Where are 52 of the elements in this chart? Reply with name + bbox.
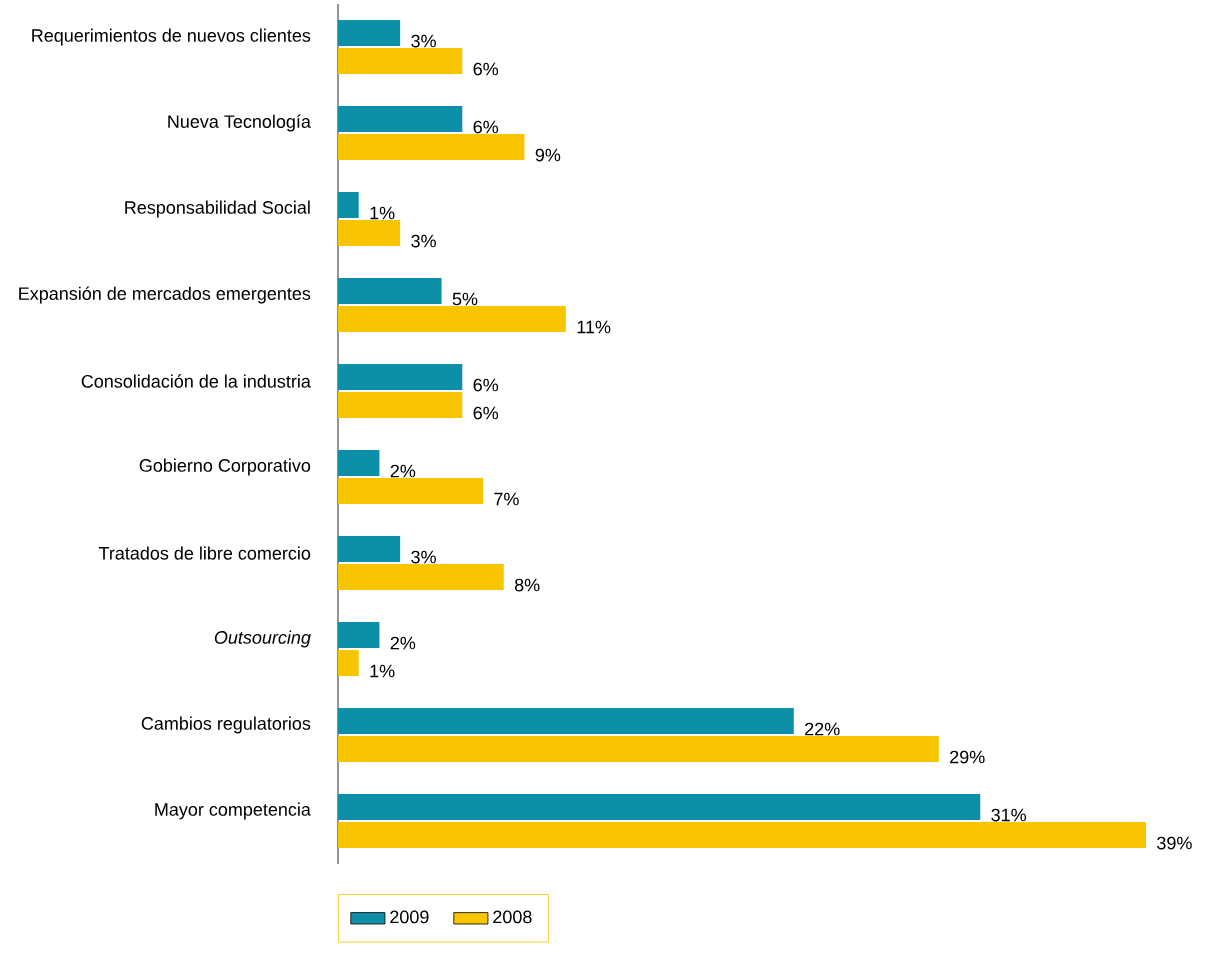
data-label: 9% (535, 148, 561, 162)
data-label: 22% (805, 722, 840, 736)
data-label: 6% (473, 62, 499, 76)
bar (338, 822, 1146, 849)
bar (338, 536, 401, 563)
bar (338, 48, 463, 75)
data-label: 2% (390, 636, 416, 650)
legend-label: 2008 (493, 910, 532, 924)
data-label: 3% (411, 234, 436, 248)
bar (338, 20, 401, 47)
bar (338, 278, 442, 305)
y-tick-label: Cambios regulatorios (141, 716, 311, 734)
data-label: 2% (390, 464, 416, 478)
bar (338, 364, 463, 391)
bar (338, 564, 504, 591)
y-tick-label: Expansión de mercados emergentes (19, 286, 311, 304)
data-label: 8% (514, 578, 540, 592)
y-tick-label: Mayor competencia (155, 802, 311, 820)
bar (338, 220, 401, 247)
bar (338, 450, 380, 477)
data-label: 31% (991, 808, 1027, 822)
bar (338, 794, 981, 821)
y-tick-label: Consolidación de la industria (81, 374, 311, 388)
bar (338, 192, 359, 219)
y-tick-label: Requerimientos de nuevos clientes (32, 28, 311, 46)
data-label: 7% (494, 492, 519, 506)
data-label: 6% (473, 120, 499, 134)
y-tick-label: Gobierno Corporativo (139, 458, 311, 476)
bar (338, 622, 380, 649)
y-tick-label: Responsabilidad Social (125, 200, 310, 218)
legend-label: 2009 (390, 910, 429, 924)
bar (338, 708, 794, 735)
data-label: 1% (370, 664, 395, 678)
data-label: 39% (1157, 836, 1192, 850)
bar (338, 134, 525, 161)
data-label: 1% (370, 206, 395, 220)
data-label: 6% (473, 406, 499, 420)
data-label: 29% (950, 750, 985, 764)
bar (338, 306, 566, 333)
bar (338, 736, 939, 763)
data-label: 3% (411, 550, 436, 564)
data-label: 6% (473, 378, 499, 392)
bar (338, 106, 463, 133)
y-tick-label: Outsourcing (214, 630, 311, 648)
y-tick-label: Tratados de libre comercio (98, 546, 311, 560)
bar (338, 478, 484, 505)
bar (338, 392, 463, 419)
y-tick-label: Nueva Tecnología (168, 114, 311, 132)
bar (338, 650, 359, 677)
data-label: 5% (452, 292, 478, 306)
data-label: 3% (411, 34, 436, 48)
data-label: 11% (577, 320, 611, 334)
